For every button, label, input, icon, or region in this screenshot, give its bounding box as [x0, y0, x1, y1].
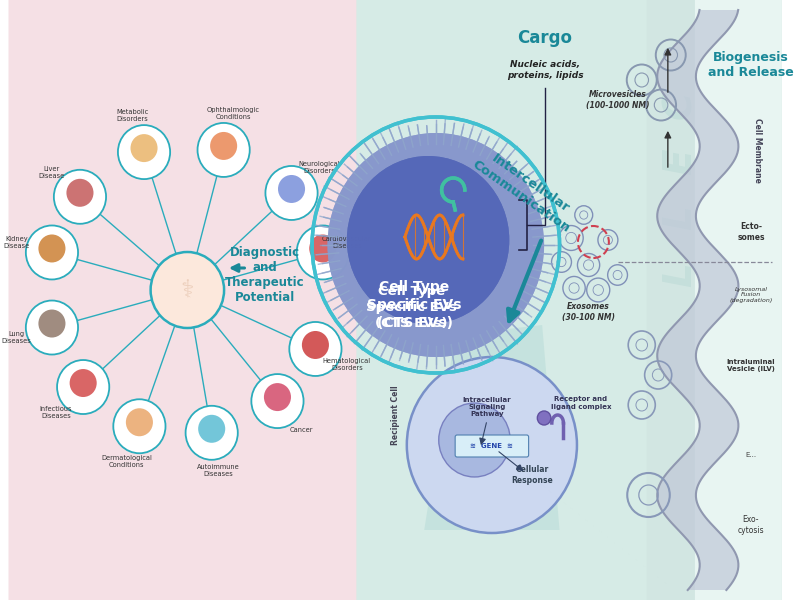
Circle shape	[251, 374, 303, 428]
Circle shape	[538, 411, 551, 425]
Circle shape	[327, 133, 544, 357]
Text: Cancer: Cancer	[290, 427, 313, 433]
Text: Ecto-
somes: Ecto- somes	[738, 222, 765, 242]
Circle shape	[54, 170, 106, 224]
Circle shape	[198, 123, 250, 177]
Polygon shape	[424, 325, 559, 530]
Circle shape	[26, 226, 78, 280]
Circle shape	[150, 252, 224, 328]
Text: Exosomes
(30-100 NM): Exosomes (30-100 NM)	[562, 302, 615, 322]
Text: E: E	[662, 149, 699, 175]
Circle shape	[130, 134, 158, 162]
Text: ≋  GENE  ≋: ≋ GENE ≋	[470, 443, 514, 449]
FancyBboxPatch shape	[357, 0, 782, 600]
Circle shape	[347, 156, 510, 324]
Text: L: L	[662, 263, 699, 287]
Circle shape	[264, 383, 291, 411]
Circle shape	[310, 235, 336, 262]
Text: Cargo: Cargo	[518, 29, 573, 47]
Text: Infectious
Diseases: Infectious Diseases	[40, 406, 72, 419]
Text: Metabolic
Disorders: Metabolic Disorders	[117, 109, 149, 122]
FancyBboxPatch shape	[9, 0, 782, 600]
Circle shape	[38, 310, 66, 338]
Text: Hematological
Disorders: Hematological Disorders	[323, 358, 371, 371]
Text: Neurological
Disorders: Neurological Disorders	[298, 161, 340, 174]
Text: E...: E...	[746, 452, 757, 458]
Circle shape	[327, 133, 544, 357]
Text: Biogenesis
and Release: Biogenesis and Release	[708, 51, 794, 79]
Circle shape	[198, 415, 226, 443]
Circle shape	[302, 331, 329, 359]
Text: Nucleic acids,
proteins, lipids: Nucleic acids, proteins, lipids	[506, 60, 583, 80]
Text: Cardiovascular
Diseases: Cardiovascular Diseases	[322, 236, 372, 249]
Text: Intraluminal
Vesicle (ILV): Intraluminal Vesicle (ILV)	[726, 358, 775, 371]
Text: Cellular
Response: Cellular Response	[512, 466, 554, 485]
Circle shape	[266, 166, 318, 220]
Text: Ophthalmologic
Conditions: Ophthalmologic Conditions	[206, 107, 260, 120]
Text: Dermatological
Conditions: Dermatological Conditions	[102, 455, 152, 469]
FancyBboxPatch shape	[357, 0, 646, 600]
FancyBboxPatch shape	[455, 435, 529, 457]
Text: Diagnostic
and
Therapeutic
Potential: Diagnostic and Therapeutic Potential	[225, 246, 305, 304]
Circle shape	[407, 357, 577, 533]
Text: Microvesicles
(100-1000 NM): Microvesicles (100-1000 NM)	[586, 90, 650, 110]
Circle shape	[57, 360, 110, 414]
Circle shape	[278, 175, 305, 203]
Circle shape	[186, 406, 238, 460]
Circle shape	[438, 403, 510, 477]
Text: Intercellular
Communication: Intercellular Communication	[470, 145, 582, 235]
Text: Cell Type
Specific EVs
(CTS EVs): Cell Type Specific EVs (CTS EVs)	[366, 284, 457, 329]
Text: Cell Type
Specific EVs
(CTS EVs): Cell Type Specific EVs (CTS EVs)	[367, 280, 462, 330]
Text: Autoimmune
Diseases: Autoimmune Diseases	[197, 464, 239, 477]
Text: Cell Membrane: Cell Membrane	[754, 118, 762, 182]
Text: Receptor and
ligand complex: Receptor and ligand complex	[550, 397, 611, 409]
Circle shape	[38, 235, 66, 262]
Text: Exo-
cytosis: Exo- cytosis	[738, 515, 764, 535]
Circle shape	[70, 369, 97, 397]
Text: Lung
Diseases: Lung Diseases	[2, 331, 31, 344]
Text: ⚕: ⚕	[181, 278, 194, 302]
Circle shape	[118, 125, 170, 179]
Circle shape	[66, 179, 94, 207]
Text: Lysosomal
Fusion
(degradation): Lysosomal Fusion (degradation)	[730, 287, 773, 304]
Text: Recipient Cell: Recipient Cell	[390, 385, 400, 445]
Circle shape	[290, 322, 342, 376]
Circle shape	[297, 226, 349, 280]
Circle shape	[347, 156, 510, 324]
Text: Intracellular
Signaling
Pathway: Intracellular Signaling Pathway	[462, 397, 511, 417]
Circle shape	[126, 408, 153, 436]
Text: Liver
Disease: Liver Disease	[38, 166, 65, 179]
Circle shape	[210, 132, 237, 160]
Text: C: C	[662, 91, 699, 119]
FancyBboxPatch shape	[695, 0, 782, 600]
Circle shape	[114, 399, 166, 453]
Circle shape	[26, 301, 78, 355]
Text: Kidney
Disease: Kidney Disease	[3, 236, 30, 249]
Text: L: L	[662, 206, 699, 230]
